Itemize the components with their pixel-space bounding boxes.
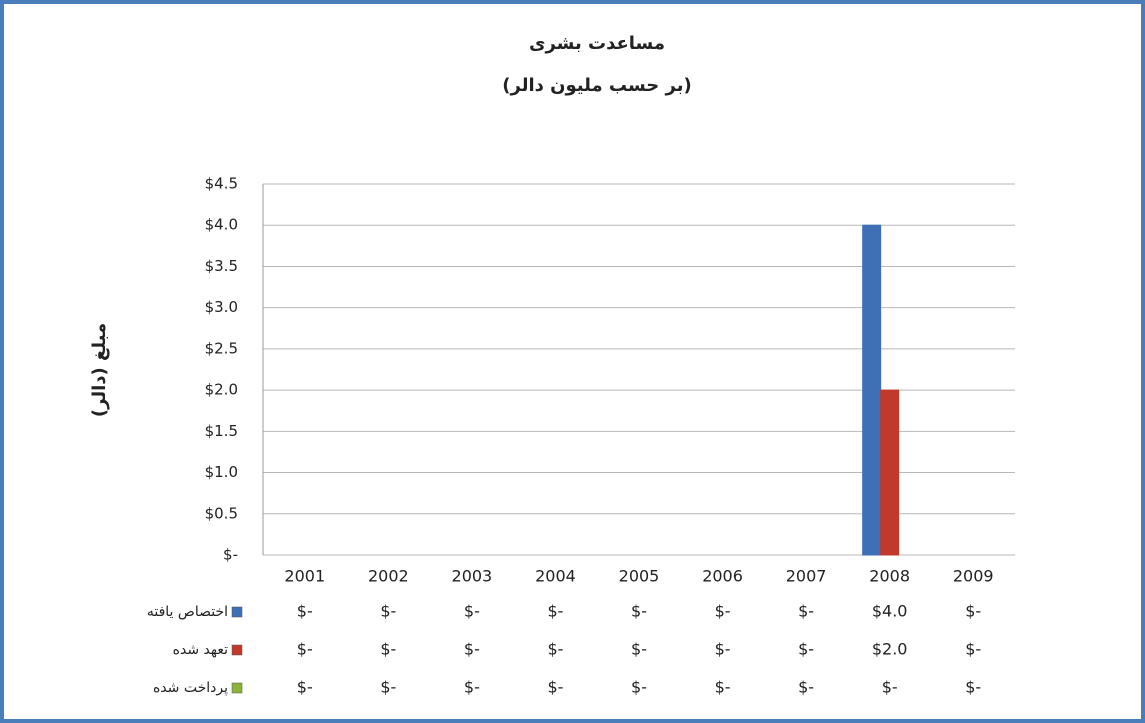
table-cell: $- <box>715 678 731 697</box>
x-tick-label: 2005 <box>619 567 660 586</box>
table-cell: $- <box>631 602 647 621</box>
legend-swatch <box>231 682 243 694</box>
y-tick-label: $0.5 <box>205 504 238 522</box>
y-axis-label: مبلغ (دالر) <box>89 323 110 417</box>
legend-label: تعهد شده <box>173 642 228 658</box>
table-cell: $4.0 <box>872 602 908 621</box>
y-tick-label: $1.0 <box>205 463 238 481</box>
y-tick-label: $1.5 <box>205 422 238 440</box>
table-cell: $- <box>631 640 647 659</box>
y-tick-label: $3.0 <box>205 298 238 316</box>
table-cell: $- <box>464 678 480 697</box>
y-tick-label: $4.0 <box>205 216 238 234</box>
table-cell: $- <box>965 678 981 697</box>
x-tick-label: 2002 <box>368 567 409 586</box>
x-tick-label: 2008 <box>869 567 910 586</box>
table-cell: $- <box>380 640 396 659</box>
y-tick-label: $- <box>223 546 238 564</box>
y-tick-label: $4.5 <box>205 175 238 193</box>
table-cell: $- <box>464 640 480 659</box>
x-tick-label: 2009 <box>953 567 994 586</box>
table-cell: $- <box>380 602 396 621</box>
legend-swatch <box>231 606 243 618</box>
table-cell: $- <box>965 640 981 659</box>
x-tick-label: 2006 <box>702 567 743 586</box>
table-cell: $- <box>297 640 313 659</box>
y-tick-label: $2.5 <box>205 339 238 357</box>
legend-label: پرداخت شده <box>153 680 228 696</box>
table-cell: $2.0 <box>872 640 908 659</box>
legend-label: اختصاص یافته <box>147 604 228 620</box>
table-cell: $- <box>798 602 814 621</box>
table-cell: $- <box>715 640 731 659</box>
bar <box>880 389 900 556</box>
table-cell: $- <box>631 678 647 697</box>
table-cell: $- <box>882 678 898 697</box>
table-cell: $- <box>715 602 731 621</box>
x-tick-label: 2003 <box>452 567 493 586</box>
table-cell: $- <box>297 602 313 621</box>
table-cell: $- <box>547 678 563 697</box>
table-cell: $- <box>297 678 313 697</box>
table-cell: $- <box>965 602 981 621</box>
y-tick-label: $2.0 <box>205 381 238 399</box>
table-cell: $- <box>464 602 480 621</box>
bar <box>862 224 882 556</box>
x-tick-label: 2004 <box>535 567 576 586</box>
x-tick-label: 2007 <box>786 567 827 586</box>
table-cell: $- <box>547 640 563 659</box>
chart-title: مساعدت بشری <box>529 33 665 54</box>
table-cell: $- <box>798 640 814 659</box>
table-cell: $- <box>547 602 563 621</box>
chart-subtitle: (بر حسب مليون دالر) <box>502 75 691 96</box>
table-cell: $- <box>380 678 396 697</box>
legend-swatch <box>231 644 243 656</box>
table-cell: $- <box>798 678 814 697</box>
x-tick-label: 2001 <box>284 567 325 586</box>
y-tick-label: $3.5 <box>205 257 238 275</box>
